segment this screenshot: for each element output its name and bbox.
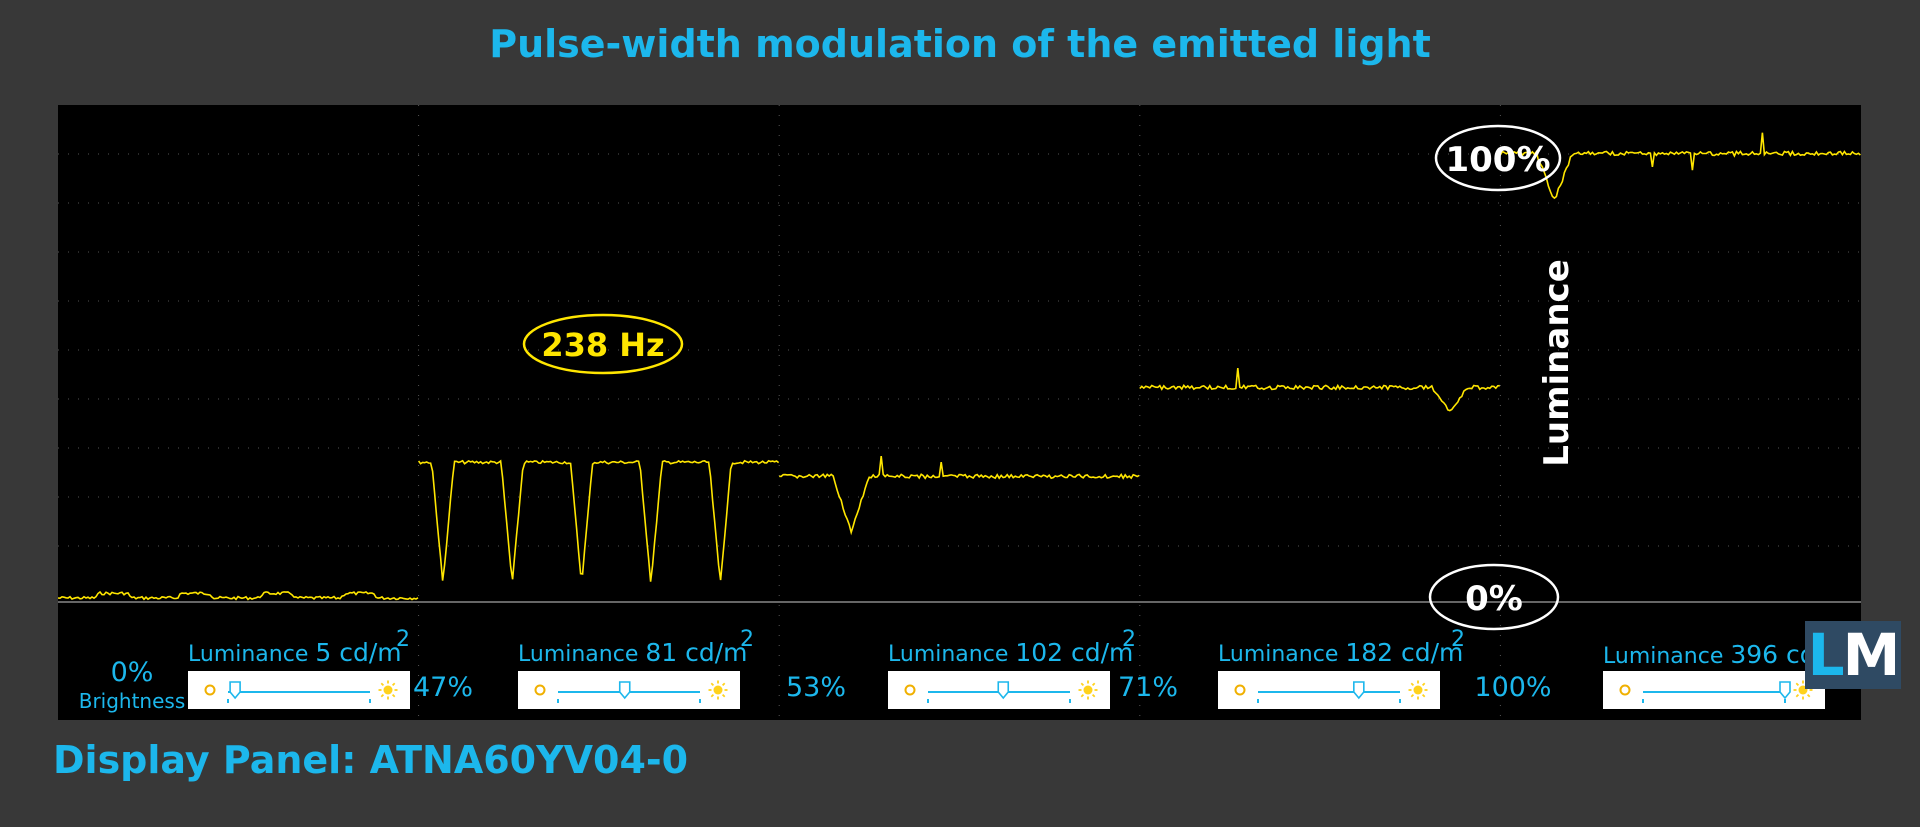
segment-4-luminance: Luminance 182 cd/m <box>1218 638 1463 667</box>
sun-small-icon <box>534 684 546 696</box>
logo-right: M <box>1842 621 1901 689</box>
segment-3-unit-sup: 2 <box>1122 627 1136 652</box>
sun-ray <box>1080 693 1085 698</box>
trace-group <box>58 132 1861 601</box>
segment-2-brightness: 47% <box>413 672 473 703</box>
sun-small-icon <box>1619 684 1631 696</box>
segment-1-slider-box <box>188 671 410 709</box>
slider-handle <box>1353 681 1365 700</box>
luminance-value: 182 cd/m <box>1345 638 1463 667</box>
segment-3-brightness: 53% <box>786 672 846 703</box>
segment-1-brightness: 0% <box>111 657 154 688</box>
luminance-value: 81 cd/m <box>645 638 747 667</box>
pwm-chart: 100% 0% 238 Hz Luminance Luminance 5 cd/… <box>58 105 1861 720</box>
sun-small-icon <box>904 684 916 696</box>
luminance-value: 102 cd/m <box>1015 638 1133 667</box>
sun-large-icon <box>1413 685 1423 695</box>
annotation-group: 100% 0% 238 Hz Luminance <box>522 124 1577 631</box>
luminance-caption: Luminance <box>1218 642 1345 667</box>
segment-4-slider-box <box>1218 671 1440 709</box>
segment-1-brightness-label: Brightness <box>79 689 186 713</box>
luminance-caption: Luminance <box>888 642 1015 667</box>
annotation-0-label: 0% <box>1465 579 1523 619</box>
sun-ray <box>1410 682 1415 687</box>
sun-ray <box>1410 693 1415 698</box>
luminance-caption: Luminance <box>518 642 645 667</box>
sun-large-icon <box>383 685 393 695</box>
sun-ray <box>710 693 715 698</box>
slider-handle <box>997 681 1010 700</box>
segment-2-luminance: Luminance 81 cd/m <box>518 638 748 667</box>
segment-1-luminance: Luminance 5 cd/m <box>188 638 402 667</box>
sun-ray <box>1421 682 1426 687</box>
display-panel-label: Display Panel: ATNA60YV04-0 <box>53 738 689 782</box>
segment-1-unit-sup: 2 <box>396 627 410 652</box>
sun-small-icon <box>1234 684 1246 696</box>
slider-handle <box>618 681 631 700</box>
trace-segment-5 <box>1499 132 1861 200</box>
segment-5-brightness: 100% <box>1474 672 1551 703</box>
luminance-value: 5 cd/m <box>315 638 401 667</box>
segment-2-unit-sup: 2 <box>740 627 754 652</box>
trace-segment-3 <box>779 456 1140 536</box>
sun-ray <box>1091 682 1096 687</box>
frequency-ellipse <box>522 313 684 375</box>
sun-ray <box>1795 693 1800 698</box>
lm-logo: LM <box>1805 621 1901 689</box>
sun-ray <box>391 693 396 698</box>
sun-ray <box>721 682 726 687</box>
luminance-caption: Luminance <box>1603 644 1730 669</box>
sun-ray <box>1080 682 1085 687</box>
oscilloscope-screen: 100% 0% 238 Hz Luminance Luminance 5 cd/… <box>58 105 1901 720</box>
sun-ray <box>1806 693 1811 698</box>
sun-ray <box>721 693 726 698</box>
sun-ray <box>710 682 715 687</box>
segment-5-slider-box <box>1603 671 1825 709</box>
slider-handle <box>229 681 241 700</box>
sun-ray <box>391 682 396 687</box>
segment-4-brightness: 71% <box>1118 672 1178 703</box>
sun-ray <box>1091 693 1096 698</box>
chart-grid <box>58 105 1861 720</box>
sun-small-icon <box>204 684 216 696</box>
annotation-0-ellipse <box>1428 563 1560 631</box>
annotation-100-label: 100% <box>1445 140 1550 180</box>
trace-segment-1 <box>58 590 419 601</box>
segment-3-luminance: Luminance 102 cd/m <box>888 638 1133 667</box>
slider-handle <box>1779 681 1791 700</box>
segment-4-unit-sup: 2 <box>1451 627 1465 652</box>
sun-ray <box>380 693 385 698</box>
sun-ray <box>1421 693 1426 698</box>
sun-large-icon <box>1083 685 1093 695</box>
sun-large-icon <box>713 685 723 695</box>
trace-segment-2 <box>417 459 780 582</box>
logo-left: L <box>1807 621 1845 689</box>
sun-ray <box>1795 682 1800 687</box>
chart-title: Pulse-width modulation of the emitted li… <box>489 22 1431 66</box>
sun-ray <box>380 682 385 687</box>
y-axis-label: Luminance <box>1537 259 1577 467</box>
annotation-100-ellipse <box>1434 124 1562 192</box>
luminance-caption: Luminance <box>188 642 315 667</box>
frequency-label: 238 Hz <box>541 326 664 364</box>
trace-segment-4 <box>1139 368 1500 412</box>
